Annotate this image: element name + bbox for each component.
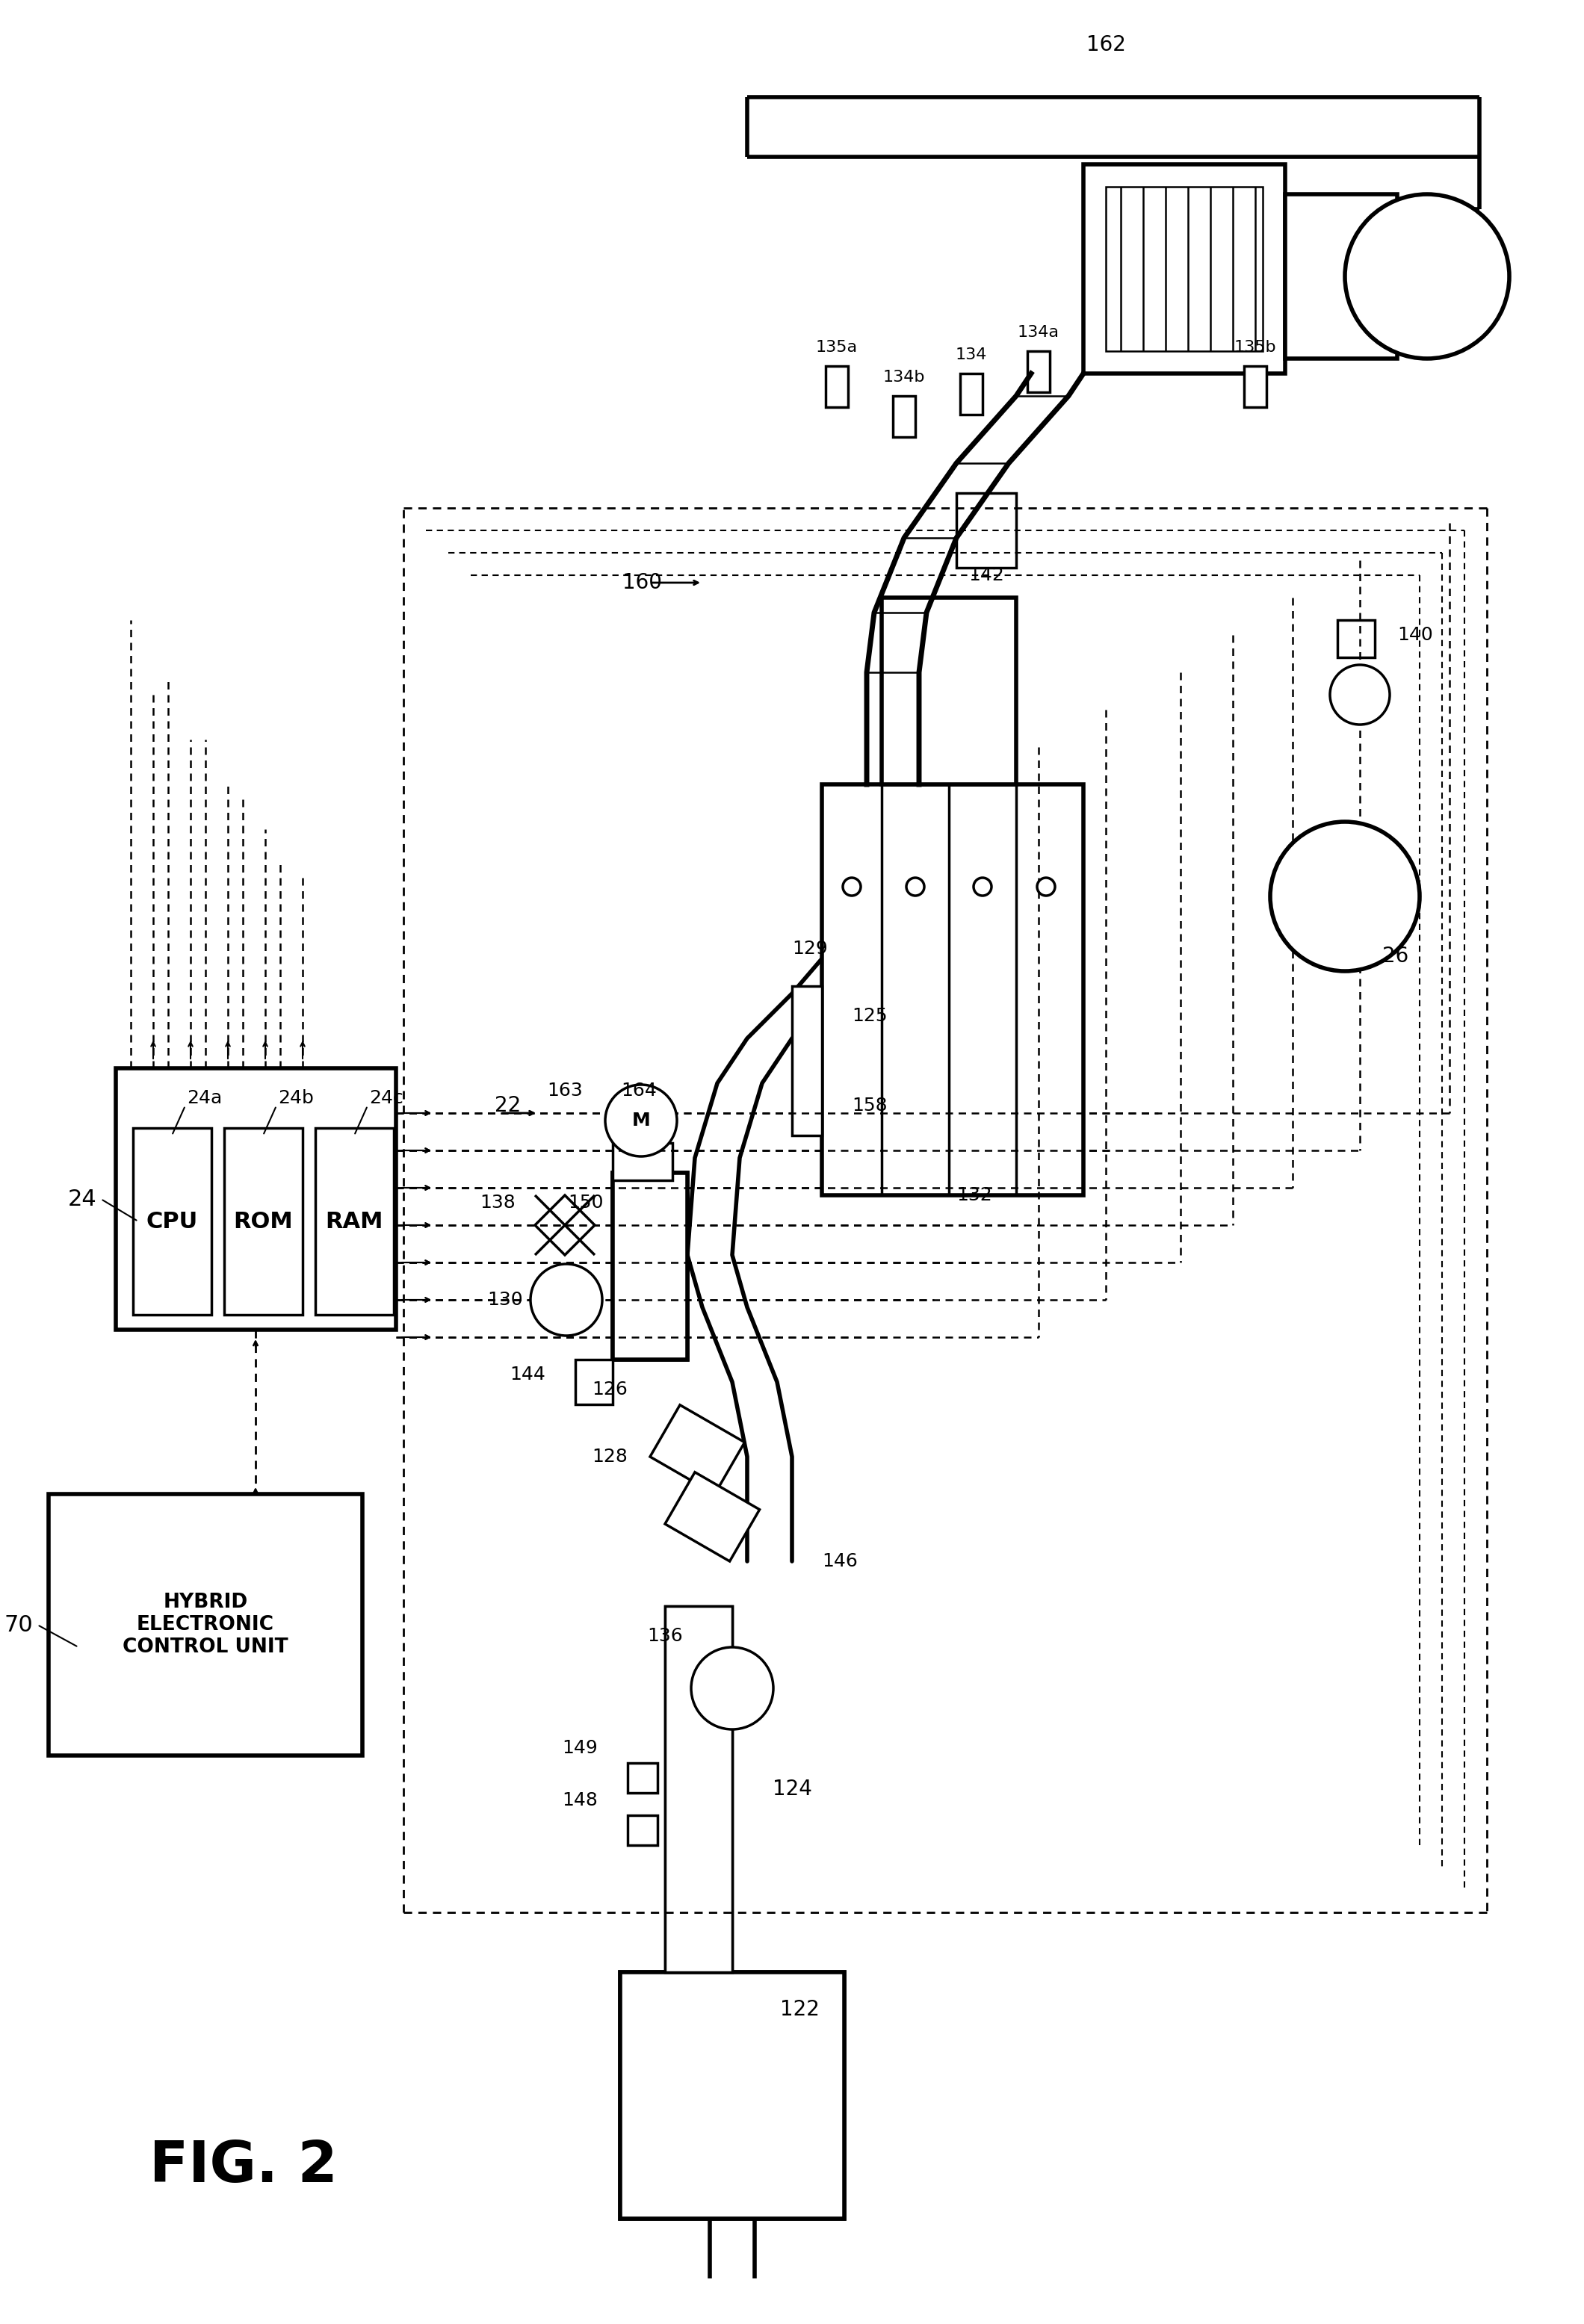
Text: 162: 162 <box>1087 35 1126 56</box>
Text: 124: 124 <box>773 1778 811 1799</box>
Text: 134a: 134a <box>1017 325 1060 339</box>
Circle shape <box>1038 878 1055 895</box>
Text: 70: 70 <box>5 1613 33 1636</box>
Text: 129: 129 <box>792 939 828 957</box>
Text: 149: 149 <box>562 1738 597 1757</box>
Bar <box>792 985 822 1136</box>
Bar <box>1083 165 1285 374</box>
Bar <box>882 597 1017 786</box>
Bar <box>225 1127 303 1315</box>
Bar <box>957 493 1017 567</box>
Text: 26: 26 <box>1383 946 1408 967</box>
Circle shape <box>1345 195 1510 358</box>
Bar <box>49 1494 363 1755</box>
Text: 135a: 135a <box>816 339 859 356</box>
Text: 148: 148 <box>562 1792 597 1810</box>
Circle shape <box>974 878 992 895</box>
Text: 125: 125 <box>852 1006 887 1025</box>
Text: 24b: 24b <box>277 1090 314 1106</box>
Bar <box>667 1608 730 1971</box>
Bar <box>613 1174 687 1360</box>
Text: 24a: 24a <box>187 1090 222 1106</box>
Text: 24: 24 <box>68 1188 97 1211</box>
Bar <box>822 786 1083 1195</box>
Text: 130: 130 <box>488 1290 523 1308</box>
Text: 150: 150 <box>567 1195 604 1211</box>
Text: FIG. 2: FIG. 2 <box>149 2138 337 2194</box>
Bar <box>621 1973 844 2219</box>
Bar <box>893 395 916 437</box>
Bar <box>825 367 847 407</box>
Text: 134b: 134b <box>882 370 925 386</box>
Text: 132: 132 <box>957 1185 992 1204</box>
Bar <box>615 1176 686 1357</box>
Bar <box>1106 186 1262 351</box>
Text: 160: 160 <box>623 572 662 593</box>
Text: 140: 140 <box>1397 625 1434 644</box>
Text: 135b: 135b <box>1234 339 1277 356</box>
Text: 126: 126 <box>592 1380 627 1399</box>
Text: 144: 144 <box>510 1367 545 1383</box>
Bar <box>116 1069 396 1329</box>
Circle shape <box>605 1085 676 1157</box>
Circle shape <box>906 878 923 895</box>
Bar <box>315 1127 394 1315</box>
Bar <box>665 1606 732 1973</box>
Bar <box>621 1973 844 2219</box>
Text: 164: 164 <box>621 1081 657 1099</box>
Bar <box>575 1360 613 1404</box>
Text: 163: 163 <box>546 1081 583 1099</box>
Bar <box>627 1764 657 1792</box>
Text: 128: 128 <box>592 1448 627 1466</box>
Bar <box>665 1471 760 1562</box>
Bar <box>627 1815 657 1845</box>
Text: 122: 122 <box>779 1999 819 2020</box>
Circle shape <box>531 1264 602 1336</box>
Bar <box>1028 351 1050 393</box>
Text: 136: 136 <box>648 1627 683 1645</box>
Text: 146: 146 <box>822 1552 857 1571</box>
Text: 142: 142 <box>968 567 1004 583</box>
Circle shape <box>1331 665 1389 725</box>
Bar <box>613 1143 673 1181</box>
Bar <box>665 1606 732 1973</box>
Circle shape <box>691 1648 773 1729</box>
Circle shape <box>843 878 860 895</box>
Text: RAM: RAM <box>325 1211 383 1232</box>
Bar <box>1285 195 1397 358</box>
Text: 158: 158 <box>852 1097 887 1116</box>
Text: HYBRID
ELECTRONIC
CONTROL UNIT: HYBRID ELECTRONIC CONTROL UNIT <box>122 1592 288 1657</box>
Bar <box>960 374 982 414</box>
Bar <box>1337 621 1375 658</box>
Bar <box>613 1174 687 1360</box>
Bar <box>882 597 1017 786</box>
Bar <box>133 1127 211 1315</box>
Bar <box>822 786 1083 1195</box>
Text: ROM: ROM <box>233 1211 293 1232</box>
Text: 22: 22 <box>494 1095 521 1116</box>
Text: 24c: 24c <box>369 1090 404 1106</box>
Text: 138: 138 <box>480 1195 515 1211</box>
Text: M: M <box>632 1111 651 1129</box>
Circle shape <box>1270 823 1419 971</box>
Bar <box>1243 367 1267 407</box>
Text: 134: 134 <box>955 346 987 363</box>
Bar <box>649 1406 744 1494</box>
Text: CPU: CPU <box>146 1211 198 1232</box>
